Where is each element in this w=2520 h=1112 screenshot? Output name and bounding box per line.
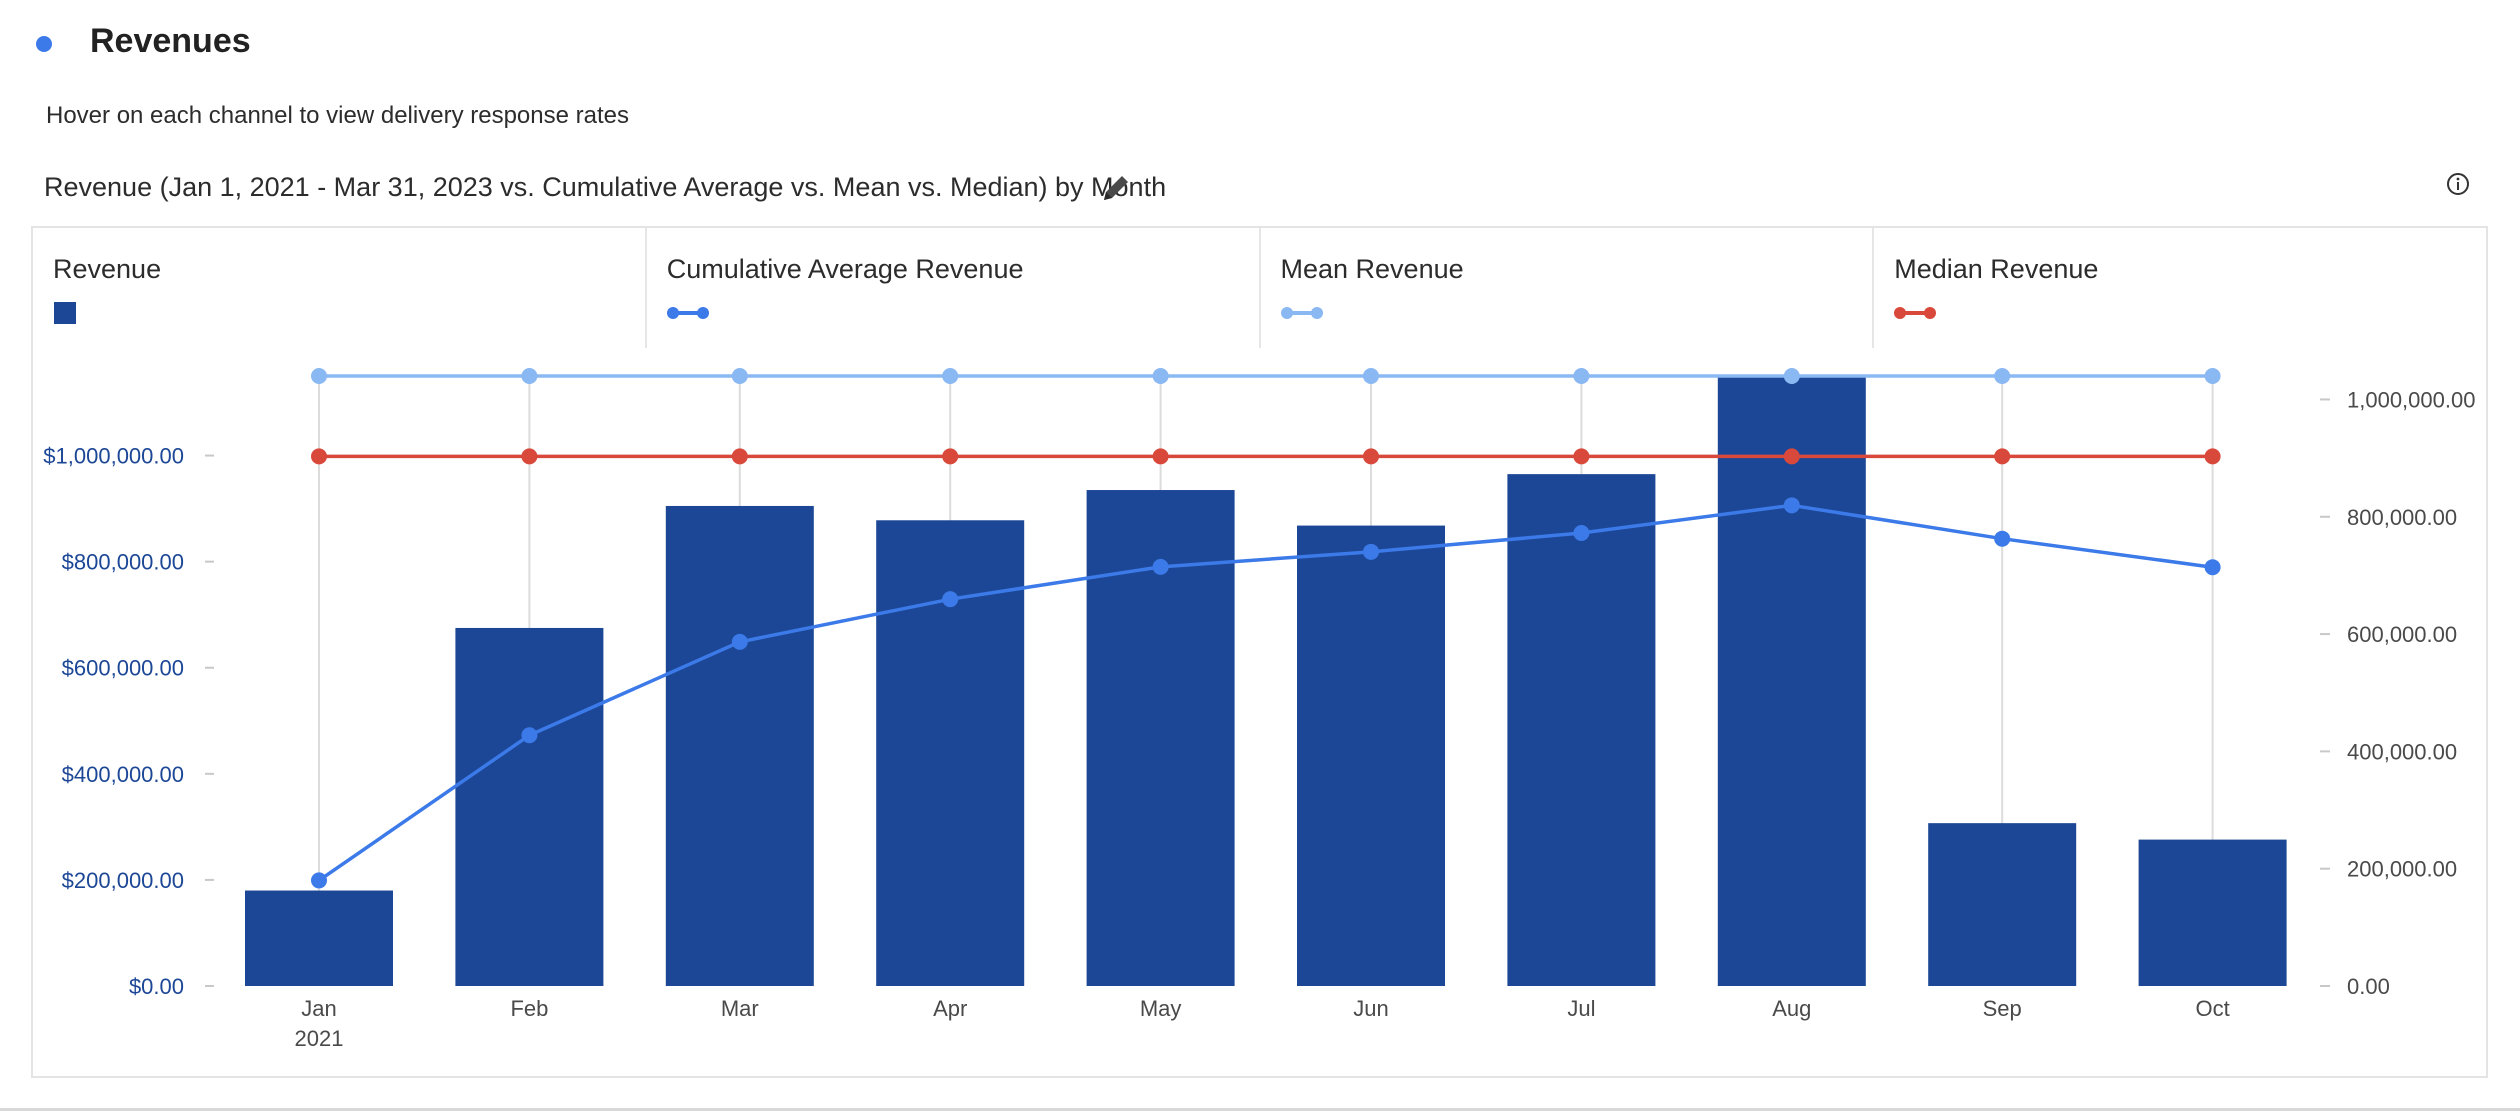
mean-revenue-point <box>731 368 748 384</box>
legend-label: Cumulative Average Revenue <box>666 254 1024 284</box>
x-axis-tick-label: May <box>1140 996 1182 1021</box>
revenue-bar <box>1297 525 1445 986</box>
x-axis-tick-label: Jan <box>301 996 336 1021</box>
revenue-bar <box>245 890 393 986</box>
bottom-divider <box>0 1108 2520 1111</box>
cumulative-average-revenue-point <box>1363 543 1379 560</box>
right-axis-tick-label: 400,000.00 <box>2347 739 2457 764</box>
right-axis-tick-label: 600,000.00 <box>2347 622 2457 647</box>
cumulative-average-revenue-point <box>2204 559 2221 576</box>
cumulative-average-revenue-point <box>1994 530 2011 547</box>
median-revenue-point <box>1783 448 1800 465</box>
revenue-bar <box>1928 823 2077 986</box>
x-axis-tick-label: Mar <box>721 996 759 1021</box>
mean-revenue-point <box>1363 368 1379 384</box>
legend-label: Mean Revenue <box>1280 254 1464 284</box>
left-axis-tick-label: $400,000.00 <box>62 762 184 787</box>
mean-revenue-point <box>2204 368 2221 384</box>
legend-swatch-line <box>666 307 709 319</box>
x-axis-tick-label: Oct <box>2195 996 2229 1021</box>
right-axis-tick-label: 0.00 <box>2347 974 2390 999</box>
legend-label: Revenue <box>53 254 162 284</box>
cumulative-average-revenue-point <box>1783 497 1800 514</box>
page-title: Revenues <box>90 22 251 60</box>
legend-swatch-line <box>1894 307 1937 319</box>
median-revenue-point <box>1152 448 1169 465</box>
revenue-bar <box>665 505 814 986</box>
revenue-bar <box>455 627 604 986</box>
left-axis-tick-label: $0.00 <box>129 974 184 999</box>
chart-heading: Revenue (Jan 1, 2021 - Mar 31, 2023 vs. … <box>44 172 1167 202</box>
revenue-bar <box>1717 376 1866 986</box>
x-axis-tick-label: Aug <box>1772 996 1811 1021</box>
legend-swatch-square <box>54 302 76 324</box>
median-revenue-point <box>1994 448 2011 465</box>
pencil-icon[interactable] <box>1098 170 1134 206</box>
legend-item-median[interactable]: Median Revenue <box>1874 228 2486 348</box>
page-subtitle: Hover on each channel to view delivery r… <box>46 102 629 129</box>
x-axis-tick-label: Jun <box>1353 996 1388 1021</box>
legend-swatch-line <box>1280 307 1323 319</box>
left-axis-tick-label: $1,000,000.00 <box>43 444 184 469</box>
mean-revenue-point <box>311 368 327 384</box>
mean-revenue-point <box>1994 368 2011 384</box>
chart-panel: Revenue Cumulative Average Revenue Mean … <box>31 226 2488 1078</box>
median-revenue-point <box>1363 448 1379 465</box>
right-axis-tick-label: 800,000.00 <box>2347 505 2457 530</box>
left-axis-tick-label: $600,000.00 <box>62 656 184 681</box>
chart-legend: Revenue Cumulative Average Revenue Mean … <box>33 228 2486 348</box>
mean-revenue-point <box>521 368 538 384</box>
section-dot-icon <box>36 36 52 52</box>
mean-revenue-point <box>1783 368 1800 384</box>
legend-item-mean[interactable]: Mean Revenue <box>1261 228 1875 348</box>
right-axis-tick-label: 200,000.00 <box>2347 857 2457 882</box>
left-axis-tick-label: $800,000.00 <box>62 550 184 575</box>
mean-revenue-point <box>1152 368 1169 384</box>
median-revenue-point <box>942 448 959 465</box>
x-axis-year-label: 2021 <box>295 1026 344 1051</box>
right-axis-tick-label: 1,000,000.00 <box>2347 387 2475 412</box>
cumulative-average-revenue-point <box>1152 558 1169 575</box>
legend-item-cumulative-average[interactable]: Cumulative Average Revenue <box>647 228 1261 348</box>
x-axis-tick-label: Apr <box>933 996 967 1021</box>
x-axis-tick-label: Sep <box>1983 996 2022 1021</box>
cumulative-average-revenue-point <box>942 591 959 608</box>
median-revenue-point <box>311 448 327 465</box>
info-icon[interactable] <box>2446 172 2470 196</box>
cumulative-average-revenue-point <box>311 872 327 889</box>
legend-label: Median Revenue <box>1894 254 2099 284</box>
cumulative-average-revenue-point <box>731 633 748 650</box>
x-axis-tick-label: Jul <box>1567 996 1595 1021</box>
revenue-bar <box>1507 474 1656 986</box>
mean-revenue-point <box>1573 368 1590 384</box>
left-axis-tick-label: $200,000.00 <box>62 868 184 893</box>
cumulative-average-revenue-point <box>521 727 538 744</box>
cumulative-average-revenue-line <box>318 503 2213 882</box>
revenue-bar <box>2138 839 2287 986</box>
median-revenue-point <box>731 448 748 465</box>
x-axis-tick-label: Feb <box>510 996 548 1021</box>
mean-revenue-point <box>942 368 959 384</box>
cumulative-average-revenue-point <box>1573 525 1590 542</box>
median-revenue-point <box>2204 448 2221 465</box>
legend-item-revenue[interactable]: Revenue <box>33 228 647 348</box>
median-revenue-point <box>1573 448 1590 465</box>
median-revenue-point <box>521 448 538 465</box>
